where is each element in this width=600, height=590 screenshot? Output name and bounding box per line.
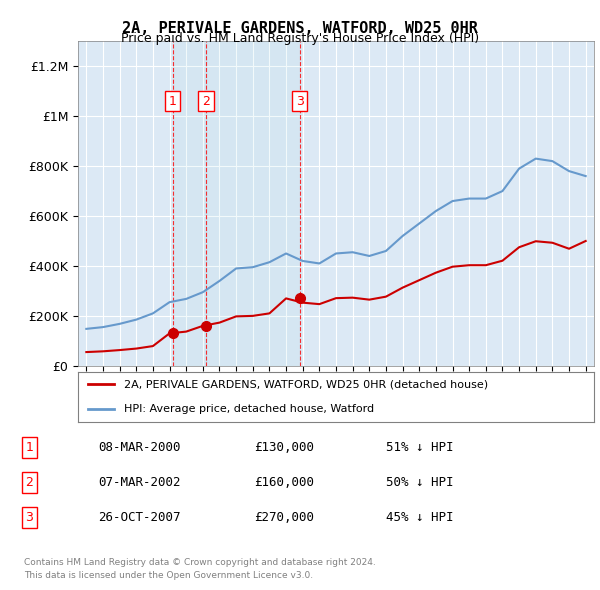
Text: 2A, PERIVALE GARDENS, WATFORD, WD25 0HR (detached house): 2A, PERIVALE GARDENS, WATFORD, WD25 0HR …: [124, 379, 488, 389]
Text: 1: 1: [25, 441, 33, 454]
Bar: [206, 41, 300, 366]
Text: 51% ↓ HPI: 51% ↓ HPI: [386, 441, 454, 454]
Text: 08-MAR-2000: 08-MAR-2000: [98, 441, 181, 454]
Text: 2A, PERIVALE GARDENS, WATFORD, WD25 0HR: 2A, PERIVALE GARDENS, WATFORD, WD25 0HR: [122, 21, 478, 35]
Text: 2: 2: [25, 476, 33, 489]
Text: 3: 3: [25, 511, 33, 524]
Text: 07-MAR-2002: 07-MAR-2002: [98, 476, 181, 489]
Text: 26-OCT-2007: 26-OCT-2007: [98, 511, 181, 524]
Text: £130,000: £130,000: [254, 441, 314, 454]
Text: 1: 1: [169, 95, 176, 108]
Text: 50% ↓ HPI: 50% ↓ HPI: [386, 476, 454, 489]
Text: Price paid vs. HM Land Registry's House Price Index (HPI): Price paid vs. HM Land Registry's House …: [121, 32, 479, 45]
Text: £160,000: £160,000: [254, 476, 314, 489]
Text: Contains HM Land Registry data © Crown copyright and database right 2024.: Contains HM Land Registry data © Crown c…: [24, 558, 376, 566]
Text: £270,000: £270,000: [254, 511, 314, 524]
Text: 3: 3: [296, 95, 304, 108]
Text: 45% ↓ HPI: 45% ↓ HPI: [386, 511, 454, 524]
Text: This data is licensed under the Open Government Licence v3.0.: This data is licensed under the Open Gov…: [24, 571, 313, 580]
Bar: [173, 41, 206, 366]
Text: HPI: Average price, detached house, Watford: HPI: Average price, detached house, Watf…: [124, 404, 374, 414]
Text: 2: 2: [202, 95, 210, 108]
